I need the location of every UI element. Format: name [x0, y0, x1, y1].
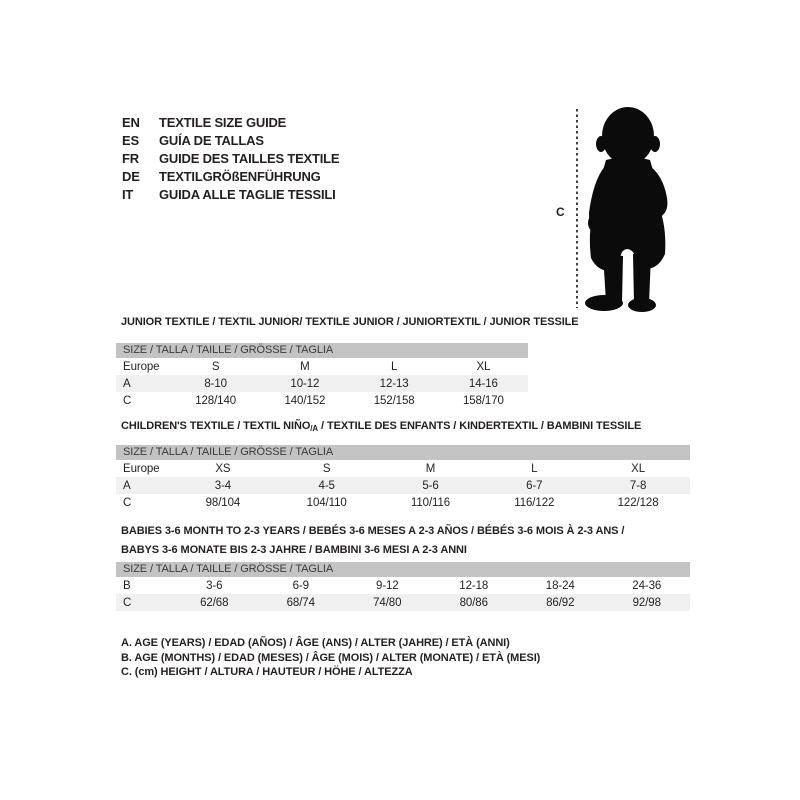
row-label: B — [123, 579, 131, 592]
age-cell: 5-6 — [422, 479, 439, 492]
table-row: C 98/104 104/110 110/116 116/122 122/128 — [116, 494, 690, 511]
legend-notes: A. AGE (YEARS) / EDAD (AÑOS) / ÂGE (ANS)… — [121, 636, 540, 680]
age-cell: 3-4 — [214, 479, 232, 492]
age-cell: 9-12 — [375, 579, 399, 592]
size-cell: L — [390, 360, 398, 373]
size-cell: M — [425, 462, 436, 475]
lang-row-de: DE TEXTILGRÖßENFÜHRUNG — [122, 167, 339, 185]
table-row: C 62/68 68/74 74/80 80/86 86/92 92/98 — [116, 594, 690, 611]
height-measure-label: C — [556, 205, 565, 219]
height-cell: 62/68 — [200, 596, 229, 609]
age-cell: 24-36 — [632, 579, 662, 592]
height-cell: 74/80 — [373, 596, 402, 609]
height-cell: 92/98 — [632, 596, 661, 609]
lang-label: GUIDA ALLE TAGLIE TESSILI — [159, 186, 336, 202]
row-label: C — [123, 496, 132, 509]
row-label: Europe — [123, 462, 160, 475]
age-cell: 18-24 — [545, 579, 575, 592]
table-header: SIZE / TALLA / TAILLE / GRÖSSE / TAGLIA — [116, 562, 690, 577]
lang-code: ES — [122, 133, 139, 149]
height-cell: 104/110 — [306, 496, 347, 509]
babies-title-line2: BABYS 3-6 MONATE BIS 2-3 JAHRE / BAMBINI… — [121, 544, 467, 556]
size-cell: M — [300, 360, 310, 373]
size-cell: XL — [631, 462, 646, 475]
babies-title-line1: BABIES 3-6 MONTH TO 2-3 YEARS / BEBÉS 3-… — [121, 525, 625, 537]
height-cell: 86/92 — [546, 596, 575, 609]
row-label: Europe — [123, 360, 160, 373]
junior-table-title: JUNIOR TEXTILE / TEXTIL JUNIOR/ TEXTILE … — [121, 316, 579, 328]
height-cell: 122/128 — [617, 496, 659, 509]
size-cell: XS — [215, 462, 231, 475]
table-row: A 8-10 10-12 12-13 14-16 — [116, 375, 528, 392]
title-subscript: /A — [310, 424, 319, 433]
age-cell: 8-10 — [204, 377, 227, 390]
note-a: A. AGE (YEARS) / EDAD (AÑOS) / ÂGE (ANS)… — [121, 637, 510, 649]
height-cell: 158/170 — [462, 394, 504, 407]
lang-code: IT — [122, 186, 134, 202]
size-cell: S — [322, 462, 331, 475]
size-cell: S — [211, 360, 220, 373]
language-list: EN TEXTILE SIZE GUIDE ES GUÍA DE TALLAS … — [122, 114, 340, 203]
age-cell: 10-12 — [290, 377, 320, 390]
children-size-table: SIZE / TALLA / TAILLE / GRÖSSE / TAGLIA … — [116, 445, 690, 511]
baby-silhouette-icon — [585, 107, 668, 312]
junior-size-table: SIZE / TALLA / TAILLE / GRÖSSE / TAGLIA … — [116, 343, 528, 409]
age-cell: 14-16 — [468, 377, 498, 390]
table-header: SIZE / TALLA / TAILLE / GRÖSSE / TAGLIA — [116, 445, 690, 460]
height-cell: 80/86 — [459, 596, 488, 609]
height-cell: 98/104 — [205, 496, 241, 509]
lang-label: GUÍA DE TALLAS — [159, 133, 264, 149]
table-row: B 3-6 6-9 9-12 12-18 18-24 24-36 — [116, 577, 690, 594]
height-cell: 116/122 — [514, 496, 555, 509]
table-row: Europe XS S M L XL — [116, 460, 690, 477]
lang-row-it: IT GUIDA ALLE TAGLIE TESSILI — [122, 185, 339, 203]
row-label: C — [123, 596, 132, 609]
babies-table-title: BABIES 3-6 MONTH TO 2-3 YEARS / BEBÉS 3-… — [121, 522, 624, 560]
children-table-title: CHILDREN'S TEXTILE / TEXTIL NIÑO/A / TEX… — [121, 419, 641, 436]
height-measure-dashed-line — [576, 109, 578, 308]
age-cell: 4-5 — [318, 479, 335, 492]
title-text: CHILDREN'S TEXTILE / TEXTIL NIÑO — [121, 420, 311, 432]
lang-label: TEXTILGRÖßENFÜHRUNG — [159, 168, 321, 184]
age-cell: 6-9 — [292, 579, 309, 592]
lang-label: TEXTILE SIZE GUIDE — [159, 115, 287, 131]
size-cell: L — [531, 462, 538, 475]
row-label: C — [123, 394, 132, 407]
age-cell: 12-13 — [379, 377, 409, 390]
size-cell: XL — [476, 360, 491, 373]
lang-row-es: ES GUÍA DE TALLAS — [122, 132, 339, 150]
note-b: B. AGE (MONTHS) / EDAD (MESES) / ÂGE (MO… — [121, 651, 541, 664]
height-cell: 140/152 — [284, 394, 326, 407]
table-header: SIZE / TALLA / TAILLE / GRÖSSE / TAGLIA — [116, 343, 528, 358]
lang-row-en: EN TEXTILE SIZE GUIDE — [122, 114, 339, 132]
lang-code: FR — [122, 150, 139, 166]
lang-code: EN — [122, 115, 140, 131]
age-cell: 6-7 — [526, 479, 543, 492]
height-cell: 110/116 — [410, 496, 451, 509]
table-row: C 128/140 140/152 152/158 158/170 — [116, 392, 528, 409]
title-text: / TEXTILE DES ENFANTS / KINDERTEXTIL / B… — [318, 420, 642, 432]
lang-code: DE — [122, 168, 140, 184]
lang-label: GUIDE DES TAILLES TEXTILE — [159, 150, 340, 166]
note-c: C. (cm) HEIGHT / ALTURA / HAUTEUR / HÖHE… — [121, 666, 413, 678]
table-row: A 3-4 4-5 5-6 6-7 7-8 — [116, 477, 690, 494]
height-cell: 152/158 — [373, 394, 415, 407]
row-label: A — [123, 479, 131, 492]
height-cell: 128/140 — [195, 394, 237, 407]
height-cell: 68/74 — [286, 596, 315, 609]
age-cell: 12-18 — [459, 579, 489, 592]
age-cell: 7-8 — [629, 479, 647, 492]
babies-size-table: SIZE / TALLA / TAILLE / GRÖSSE / TAGLIA … — [116, 562, 690, 611]
row-label: A — [123, 377, 131, 390]
age-cell: 3-6 — [206, 579, 223, 592]
lang-row-fr: FR GUIDE DES TAILLES TEXTILE — [122, 150, 340, 168]
table-row: Europe S M L XL — [116, 358, 528, 375]
